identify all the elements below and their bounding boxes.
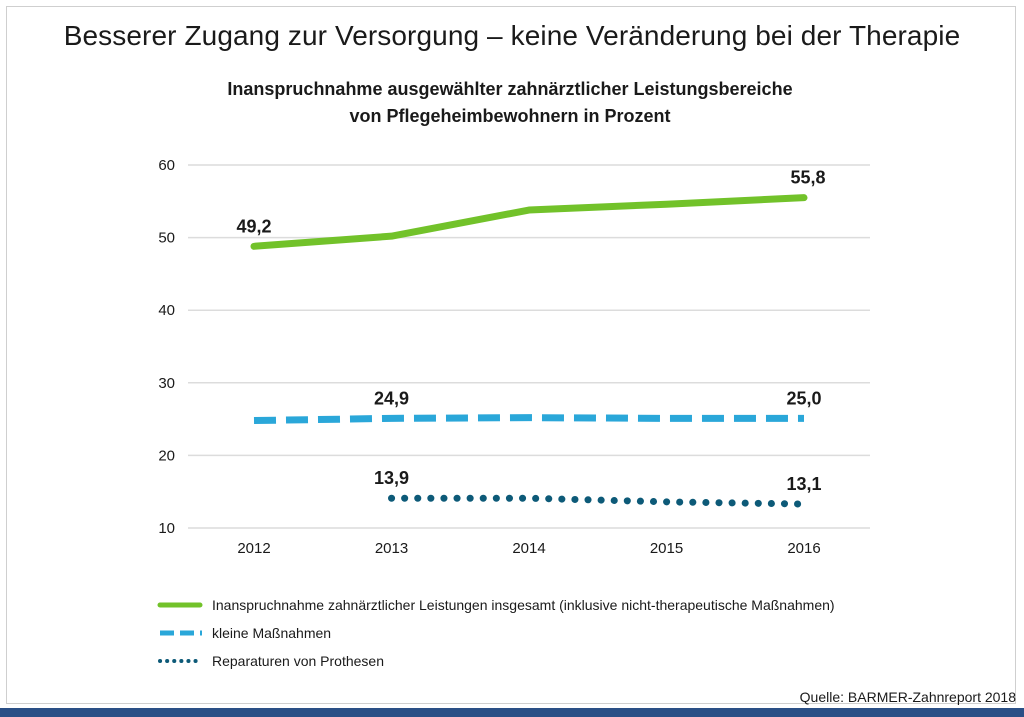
data-label: 49,2	[236, 216, 271, 236]
y-tick-label: 10	[158, 520, 175, 537]
x-tick-label: 2013	[375, 540, 408, 557]
data-label: 55,8	[790, 168, 825, 188]
source-note: Quelle: BARMER-Zahnreport 2018	[799, 689, 1016, 705]
y-tick-label: 40	[158, 302, 175, 319]
x-tick-label: 2014	[512, 540, 545, 557]
data-label: 13,9	[374, 468, 409, 488]
chart-subtitle: Inanspruchnahme ausgewählter zahnärztlic…	[160, 76, 860, 130]
x-tick-label: 2012	[237, 540, 270, 557]
y-tick-label: 60	[158, 157, 175, 174]
data-label: 24,9	[374, 388, 409, 408]
bottom-accent-bar	[0, 708, 1024, 717]
series-line-2	[253, 414, 804, 425]
chart-title: Besserer Zugang zur Versorgung – keine V…	[63, 20, 961, 51]
y-tick-label: 30	[158, 375, 175, 392]
legend-label-3: Reparaturen von Prothesen	[212, 653, 384, 669]
legend-label-1: Inanspruchnahme zahnärztlicher Leistunge…	[212, 597, 835, 613]
x-tick-label: 2016	[787, 540, 820, 557]
series-line-3	[388, 494, 808, 508]
y-tick-label: 50	[158, 230, 175, 247]
chart-subtitle-line-2: von Pflegeheimbewohnern in Prozent	[349, 106, 671, 126]
chart-frame	[6, 6, 1016, 704]
y-tick-label: 20	[158, 447, 175, 464]
chart-subtitle-line-1: Inanspruchnahme ausgewählter zahnärztlic…	[227, 79, 793, 99]
series-line-1	[250, 194, 808, 250]
data-label: 25,0	[786, 388, 821, 408]
x-tick-label: 2015	[650, 540, 683, 557]
legend-label-2: kleine Maßnahmen	[212, 625, 331, 641]
data-label: 13,1	[786, 474, 821, 494]
